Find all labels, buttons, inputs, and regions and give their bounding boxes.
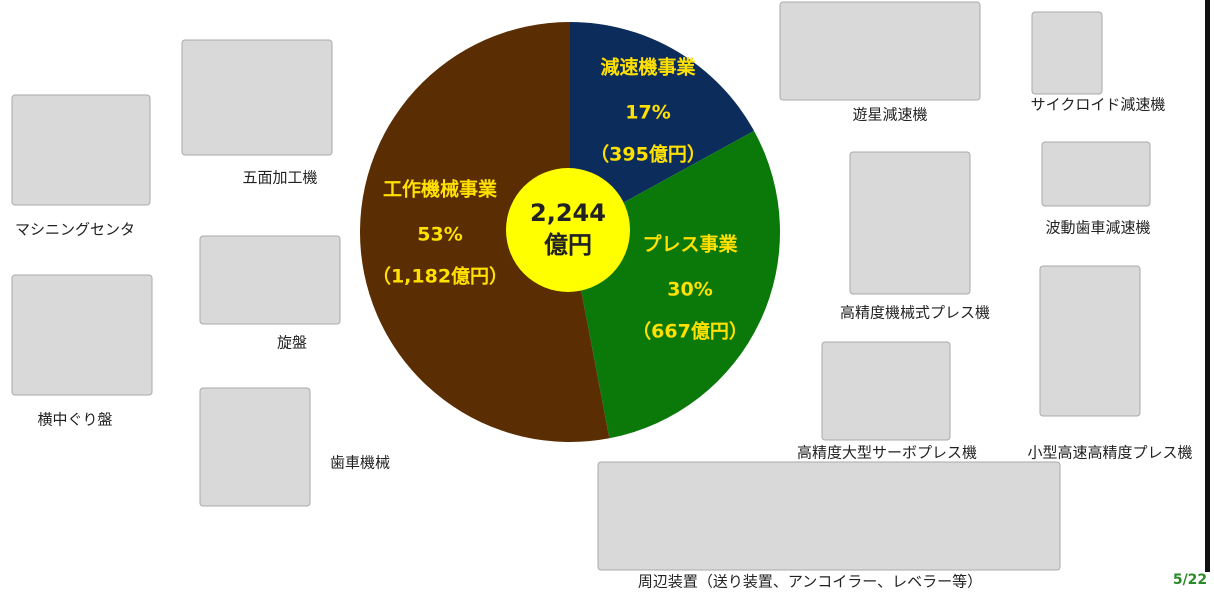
slice-amount: （395億円） [590,143,706,166]
slice-percent: 17% [625,102,670,124]
product-caption: 旋盤 [277,334,307,352]
page-number: 5/22 [1173,572,1207,588]
slice-amount: （667億円） [632,320,748,343]
image [1040,266,1140,416]
slice-category: 工作機械事業 [383,178,498,201]
image [1042,142,1150,206]
total-value: 2,244 [530,199,606,227]
image [12,95,150,205]
image [850,152,970,294]
slice-category: 減速機事業 [600,56,696,79]
product-caption: 高精度大型サーボプレス機 [797,444,977,462]
pie-chart: 減速機事業 17% （395億円） プレス事業 30% （667億円） 工作機械事業 53% （… [360,22,780,442]
image [780,2,980,100]
product-caption: マシニングセンタ [15,221,135,239]
slice-category: プレス事業 [642,233,738,256]
image [822,342,950,440]
product-caption: サイクロイド減速機 [1031,96,1166,114]
product-caption: 横中ぐり盤 [37,411,112,429]
image [182,40,332,155]
slide: 減速機事業 17% （395億円） プレス事業 30% （667億円） 工作機械事業 53% （… [0,0,1214,593]
product-caption: 小型高速高精度プレス機 [1027,444,1192,462]
product-caption: 歯車機械 [330,454,390,472]
product-caption: 遊星減速機 [852,106,927,124]
image [200,388,310,506]
slice-amount: （1,182億円） [372,265,508,288]
product-caption: 周辺装置（送り装置、アンコイラー、レベラー等） [638,573,982,591]
image [200,236,340,324]
product-caption: 五面加工機 [242,169,317,187]
image [1032,12,1102,94]
slice-percent: 30% [667,279,712,301]
edge-bar [1205,0,1210,572]
image [598,462,1060,570]
total-unit: 億円 [544,231,592,259]
product-caption: 波動歯車減速機 [1045,219,1150,237]
slice-percent: 53% [417,224,462,246]
center-circle [506,168,630,292]
product-caption: 高精度機械式プレス機 [840,304,990,322]
image [12,275,152,395]
